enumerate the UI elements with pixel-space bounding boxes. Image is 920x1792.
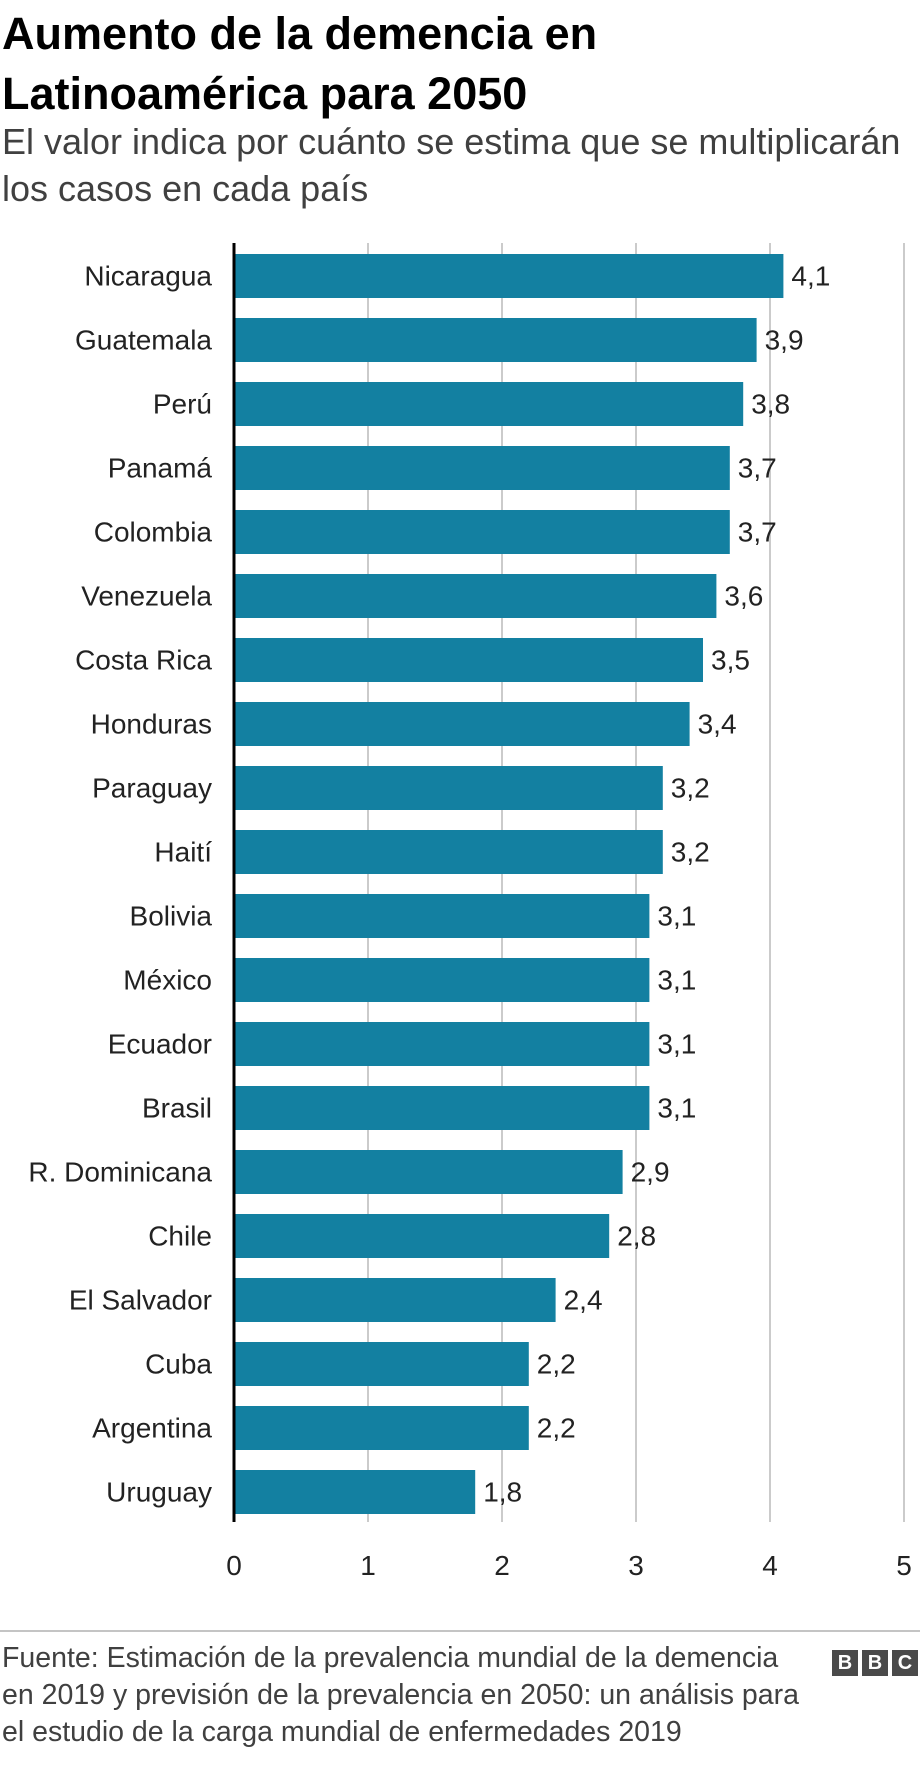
bar xyxy=(234,254,784,298)
category-label: Uruguay xyxy=(106,1477,212,1508)
bar xyxy=(234,1342,529,1386)
value-label: 3,5 xyxy=(711,645,750,676)
value-label: 2,9 xyxy=(631,1157,670,1188)
bar xyxy=(234,446,730,490)
category-label: Argentina xyxy=(92,1413,212,1444)
bar xyxy=(234,958,650,1002)
value-label: 3,1 xyxy=(657,1093,696,1124)
category-label: Perú xyxy=(153,389,212,420)
logo-letter: B xyxy=(832,1650,858,1676)
category-label: Venezuela xyxy=(81,581,212,612)
bar xyxy=(234,1470,476,1514)
category-label: Panamá xyxy=(108,453,213,484)
category-label: Honduras xyxy=(91,709,212,740)
bar xyxy=(234,318,757,362)
x-tick-label: 2 xyxy=(494,1550,510,1581)
value-label: 4,1 xyxy=(791,261,830,292)
category-label: Guatemala xyxy=(75,325,212,356)
x-tick-label: 0 xyxy=(226,1550,242,1581)
category-label: Costa Rica xyxy=(75,645,212,676)
value-label: 2,4 xyxy=(564,1285,603,1316)
bar xyxy=(234,510,730,554)
bar xyxy=(234,1278,556,1322)
bar xyxy=(234,1406,529,1450)
value-label: 3,9 xyxy=(765,325,804,356)
bar xyxy=(234,1086,650,1130)
category-label: Brasil xyxy=(142,1093,212,1124)
bbc-logo: B B C xyxy=(832,1650,918,1676)
bar xyxy=(234,894,650,938)
x-tick-label: 5 xyxy=(896,1550,912,1581)
category-label: Cuba xyxy=(145,1349,212,1380)
logo-letter: B xyxy=(862,1650,888,1676)
value-label: 3,1 xyxy=(657,1029,696,1060)
chart-title: Aumento de la demencia en Latinoamérica … xyxy=(2,8,598,119)
category-label: Ecuador xyxy=(108,1029,212,1060)
value-label: 3,1 xyxy=(657,901,696,932)
value-label: 3,2 xyxy=(671,837,710,868)
category-label: El Salvador xyxy=(69,1285,212,1316)
value-label: 3,6 xyxy=(724,581,763,612)
value-label: 3,8 xyxy=(751,389,790,420)
bar xyxy=(234,702,690,746)
value-label: 3,7 xyxy=(738,517,777,548)
category-label: Nicaragua xyxy=(84,261,212,292)
value-label: 2,2 xyxy=(537,1349,576,1380)
logo-letter: C xyxy=(892,1650,918,1676)
bar xyxy=(234,766,663,810)
x-tick-label: 4 xyxy=(762,1550,778,1581)
source-note: Fuente: Estimación de la prevalencia mun… xyxy=(2,1642,799,1748)
category-label: R. Dominicana xyxy=(28,1157,212,1188)
value-label: 3,1 xyxy=(657,965,696,996)
category-label: Colombia xyxy=(94,517,213,548)
value-label: 2,8 xyxy=(617,1221,656,1252)
category-label: Chile xyxy=(148,1221,212,1252)
chart-subtitle: El valor indica por cuánto se estima que… xyxy=(2,121,901,209)
category-label: Haití xyxy=(154,837,212,868)
bar xyxy=(234,1022,650,1066)
bar xyxy=(234,638,703,682)
footer-divider xyxy=(0,1630,920,1632)
bar xyxy=(234,382,744,426)
value-label: 1,8 xyxy=(483,1477,522,1508)
category-label: Bolivia xyxy=(130,901,213,932)
category-label: Paraguay xyxy=(92,773,212,804)
bar-chart: Nicaragua 4,1 Guatemala 3,9 Perú 3,8 Panamá 3,7… xyxy=(28,243,912,1581)
bar xyxy=(234,574,717,618)
bar xyxy=(234,1214,610,1258)
value-label: 2,2 xyxy=(537,1413,576,1444)
bar xyxy=(234,830,663,874)
value-label: 3,7 xyxy=(738,453,777,484)
value-label: 3,4 xyxy=(698,709,737,740)
x-tick-label: 1 xyxy=(360,1550,376,1581)
value-label: 3,2 xyxy=(671,773,710,804)
bar xyxy=(234,1150,623,1194)
category-label: México xyxy=(123,965,212,996)
x-tick-label: 3 xyxy=(628,1550,644,1581)
